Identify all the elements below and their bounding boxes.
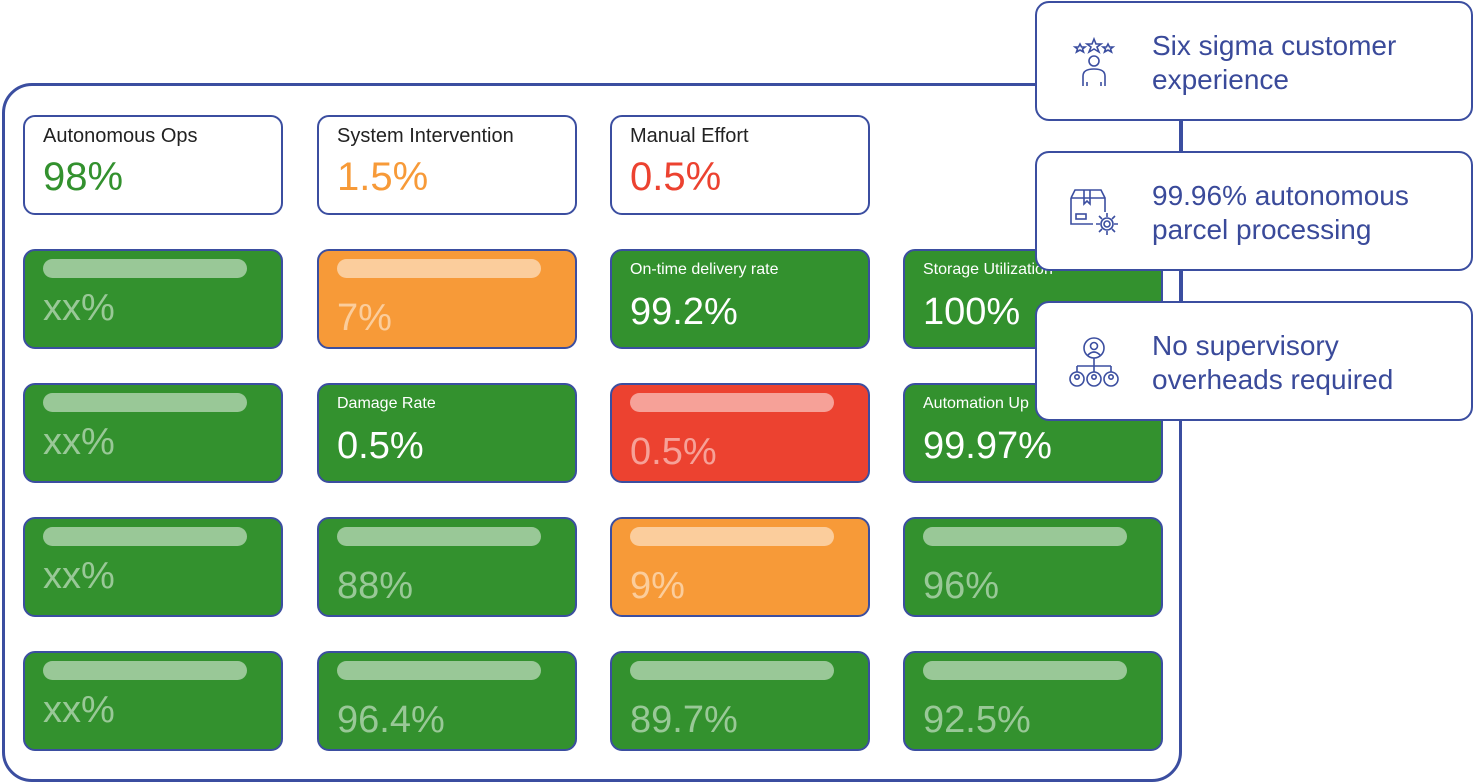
- feature-text: Six sigma customer experience: [1152, 30, 1397, 95]
- org-hierarchy-icon: [1069, 337, 1119, 387]
- placeholder-label-bar: [630, 527, 834, 546]
- metric-value: 99.97%: [923, 425, 1052, 467]
- metric-tile: 88%: [317, 517, 577, 617]
- metric-value: 88%: [337, 565, 414, 607]
- metric-value: xx%: [43, 689, 115, 731]
- metric-tile: 96.4%: [317, 651, 577, 751]
- metric-tile: 0.5%: [610, 383, 870, 483]
- customer-stars-icon: [1072, 36, 1116, 86]
- feature-card-parcel-processing: 99.96% autonomous parcel processing: [1035, 151, 1473, 271]
- placeholder-label-bar: [923, 527, 1127, 546]
- summary-card: Autonomous Ops 98%: [23, 115, 283, 215]
- metric-tile: xx%: [23, 383, 283, 483]
- placeholder-label-bar: [630, 661, 834, 680]
- metric-value: xx%: [43, 421, 115, 463]
- summary-value: 98%: [43, 155, 124, 199]
- placeholder-label-bar: [923, 661, 1127, 680]
- metric-value: 9%: [630, 565, 685, 607]
- metric-value: 96%: [923, 565, 1000, 607]
- parcel-gear-icon: [1070, 189, 1118, 235]
- metric-value: 0.5%: [630, 431, 717, 473]
- metric-value: xx%: [43, 287, 115, 329]
- metric-tile: Damage Rate 0.5%: [317, 383, 577, 483]
- metric-tile: xx%: [23, 249, 283, 349]
- summary-value: 1.5%: [337, 155, 429, 199]
- metric-tile: xx%: [23, 517, 283, 617]
- feature-card-six-sigma: Six sigma customer experience: [1035, 1, 1473, 121]
- placeholder-label-bar: [43, 661, 247, 680]
- feature-card-no-supervisory: No supervisory overheads required: [1035, 301, 1473, 421]
- metric-tile: 89.7%: [610, 651, 870, 751]
- metric-label: Storage Utilization: [923, 261, 1053, 278]
- summary-value: 0.5%: [630, 155, 722, 199]
- metric-tile: 9%: [610, 517, 870, 617]
- metric-value: 96.4%: [337, 699, 445, 741]
- placeholder-label-bar: [43, 393, 247, 412]
- placeholder-label-bar: [43, 259, 247, 278]
- placeholder-label-bar: [337, 661, 541, 680]
- metric-tile: 92.5%: [903, 651, 1163, 751]
- metric-value: 7%: [337, 297, 392, 339]
- metric-label: Damage Rate: [337, 395, 436, 412]
- metric-tile: 7%: [317, 249, 577, 349]
- metric-tile: On-time delivery rate 99.2%: [610, 249, 870, 349]
- summary-label: Autonomous Ops: [43, 125, 198, 147]
- summary-card: Manual Effort 0.5%: [610, 115, 870, 215]
- metric-tile: xx%: [23, 651, 283, 751]
- metric-value: 99.2%: [630, 291, 738, 333]
- metric-value: 92.5%: [923, 699, 1031, 741]
- placeholder-label-bar: [337, 259, 541, 278]
- placeholder-label-bar: [337, 527, 541, 546]
- feature-text: No supervisory overheads required: [1152, 330, 1394, 395]
- summary-card: System Intervention 1.5%: [317, 115, 577, 215]
- placeholder-label-bar: [630, 393, 834, 412]
- summary-label: System Intervention: [337, 125, 514, 147]
- metric-value: 100%: [923, 291, 1021, 333]
- metric-value: 89.7%: [630, 699, 738, 741]
- metric-value: 0.5%: [337, 425, 424, 467]
- metric-label: On-time delivery rate: [630, 261, 779, 278]
- placeholder-label-bar: [43, 527, 247, 546]
- metric-tile: 96%: [903, 517, 1163, 617]
- feature-text: 99.96% autonomous parcel processing: [1152, 180, 1409, 245]
- metric-label: Automation Up: [923, 395, 1029, 412]
- summary-label: Manual Effort: [630, 125, 749, 147]
- metric-value: xx%: [43, 555, 115, 597]
